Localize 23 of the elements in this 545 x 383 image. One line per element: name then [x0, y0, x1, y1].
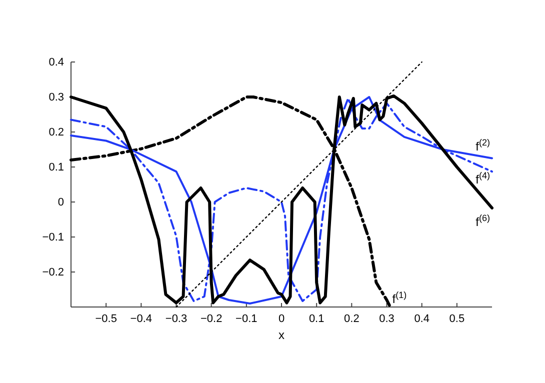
series-label: f$^{(2)}$ [476, 137, 490, 154]
x-tick-label: 0.5 [449, 312, 465, 325]
series-label: f$^{(6)}$ [476, 212, 490, 229]
y-tick-label: −0.2 [42, 266, 64, 279]
y-tick-label: −0.1 [42, 232, 64, 244]
x-axis-title: x [278, 328, 284, 342]
x-tick-label: −0.2 [200, 312, 222, 325]
series-label: f$^{(1)}$ [392, 290, 407, 306]
x-tick-label: −0.3 [165, 312, 188, 325]
x-tick-label: −0.5 [95, 312, 117, 325]
x-tick-label: 0.3 [379, 312, 394, 325]
x-tick-label: −0.1 [236, 312, 258, 325]
x-tick-label: 0 [278, 312, 285, 325]
y-tick-label: 0.3 [48, 92, 64, 104]
x-tick-label: 0.2 [344, 312, 360, 325]
x-tick-label: 0.1 [308, 312, 324, 325]
y-tick-label: 0 [58, 196, 64, 209]
x-tick-label: −0.4 [130, 312, 152, 325]
y-tick-label: 0.1 [48, 162, 64, 174]
x-tick-label: 0.4 [414, 312, 430, 325]
y-tick-label: 0.4 [48, 56, 64, 69]
series-label: f$^{(4)}$ [476, 170, 490, 187]
y-tick-label: 0.2 [48, 126, 64, 139]
